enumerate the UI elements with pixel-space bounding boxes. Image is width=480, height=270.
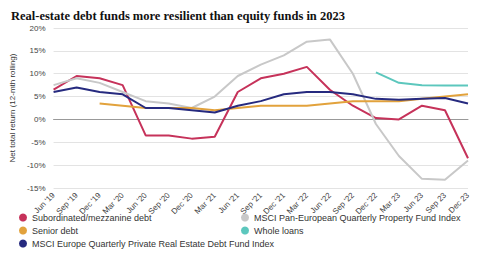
svg-text:0%: 0% bbox=[34, 115, 46, 124]
svg-text:MSCI Europe Quarterly Private: MSCI Europe Quarterly Private Real Estat… bbox=[32, 239, 275, 249]
svg-text:Jun '20: Jun '20 bbox=[124, 190, 149, 215]
svg-text:-15%: -15% bbox=[27, 184, 46, 193]
svg-text:10%: 10% bbox=[30, 69, 46, 78]
svg-text:Jun '21: Jun '21 bbox=[217, 190, 242, 215]
svg-text:5%: 5% bbox=[34, 92, 46, 101]
svg-text:Senior debt: Senior debt bbox=[32, 226, 79, 236]
svg-text:Dec '20: Dec '20 bbox=[170, 190, 196, 216]
svg-text:Sep 23: Sep 23 bbox=[424, 190, 449, 215]
svg-text:Jun '22: Jun '22 bbox=[309, 190, 334, 215]
svg-text:Sep '20: Sep '20 bbox=[146, 190, 172, 217]
svg-text:Mar '22: Mar '22 bbox=[285, 190, 310, 216]
svg-text:-5%: -5% bbox=[31, 138, 45, 147]
svg-text:Jun '19: Jun '19 bbox=[32, 190, 57, 215]
svg-text:MSCI Pan-European Quarterly Pr: MSCI Pan-European Quarterly Property Fun… bbox=[254, 213, 461, 223]
svg-text:Mar 23: Mar 23 bbox=[378, 190, 402, 214]
svg-text:Net total return (12-mth rolli: Net total return (12-mth rolling) bbox=[8, 53, 17, 162]
svg-text:Real-estate debt funds more re: Real-estate debt funds more resilient th… bbox=[11, 9, 345, 23]
svg-text:Whole loans: Whole loans bbox=[254, 226, 304, 236]
svg-text:Subordinated/mezzanine debt: Subordinated/mezzanine debt bbox=[32, 213, 152, 223]
svg-text:Dec '21: Dec '21 bbox=[261, 190, 287, 217]
svg-text:Sep '21: Sep '21 bbox=[238, 190, 264, 217]
svg-text:Sep '19: Sep '19 bbox=[54, 190, 80, 217]
svg-text:Mar '21: Mar '21 bbox=[193, 190, 218, 215]
svg-text:Dec 23: Dec 23 bbox=[447, 190, 472, 215]
svg-text:Sep '22: Sep '22 bbox=[330, 190, 357, 217]
svg-text:Mar '20: Mar '20 bbox=[100, 190, 126, 216]
svg-text:-10%: -10% bbox=[27, 161, 46, 170]
svg-text:15%: 15% bbox=[30, 46, 46, 55]
svg-text:20%: 20% bbox=[30, 24, 46, 33]
svg-text:Dec '22: Dec '22 bbox=[353, 190, 380, 217]
svg-text:Dec '19: Dec '19 bbox=[77, 190, 103, 217]
svg-text:Jun 23: Jun 23 bbox=[402, 190, 426, 214]
